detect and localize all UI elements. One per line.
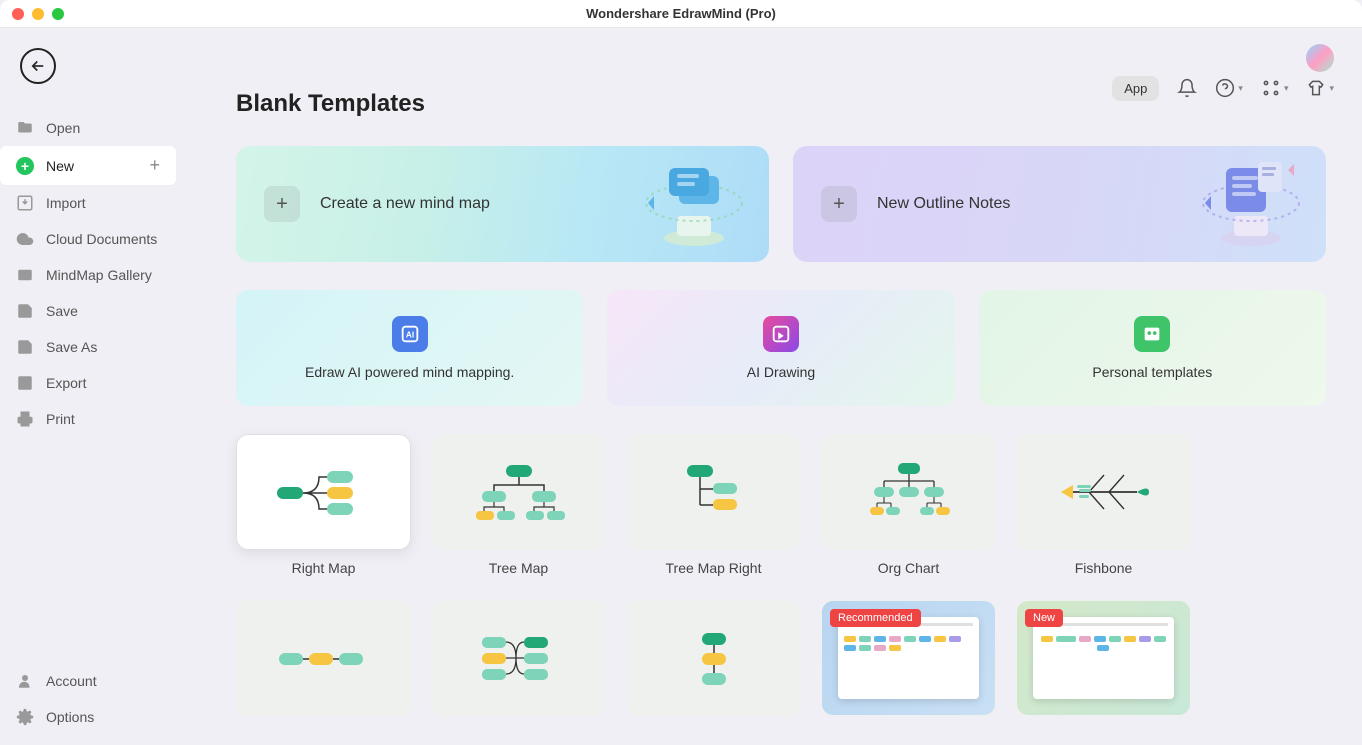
right-map-icon [269, 457, 379, 527]
sidebar-label: Account [46, 673, 97, 689]
template-tree-map[interactable]: Tree Map [431, 434, 606, 580]
sidebar-item-gallery[interactable]: MindMap Gallery [0, 257, 180, 293]
close-window-button[interactable] [12, 8, 24, 20]
templates-icon [1134, 316, 1170, 352]
sidebar-label: Save [46, 303, 78, 319]
template-label [1016, 716, 1191, 730]
plus-icon: + [264, 186, 300, 222]
org-chart-icon [854, 457, 964, 527]
sidebar-item-saveas[interactable]: Save As [0, 329, 180, 365]
template-label: Tree Map [431, 550, 606, 580]
svg-text:AI: AI [406, 331, 414, 340]
template-label [431, 716, 606, 730]
window-title: Wondershare EdrawMind (Pro) [586, 6, 776, 21]
sidebar-item-save[interactable]: Save [0, 293, 180, 329]
create-outline-card[interactable]: + New Outline Notes [793, 146, 1326, 262]
bubble-map-icon [464, 623, 574, 693]
hero-row: + Create a new mind map + New Outline No… [236, 146, 1326, 262]
template-grid: Right Map Tree Map [236, 434, 1326, 730]
template-label [626, 716, 801, 730]
template-right-map[interactable]: Right Map [236, 434, 411, 580]
export-icon [16, 374, 34, 392]
feature-label: Personal templates [1092, 364, 1212, 380]
tree-map-icon [464, 457, 574, 527]
sidebar-item-new[interactable]: + New + [0, 146, 176, 185]
main-content: Blank Templates + Create a new mind map … [200, 90, 1362, 745]
recommended-badge: Recommended [830, 609, 921, 627]
cloud-icon [16, 230, 34, 248]
fishbone-icon [1049, 457, 1159, 527]
sidebar-label: MindMap Gallery [46, 267, 152, 283]
account-icon [16, 672, 34, 690]
sidebar-item-account[interactable]: Account [0, 663, 180, 699]
sidebar-item-cloud[interactable]: Cloud Documents [0, 221, 180, 257]
template-tree-map-right[interactable]: Tree Map Right [626, 434, 801, 580]
sidebar-label: Import [46, 195, 86, 211]
sidebar-label: Cloud Documents [46, 231, 157, 247]
sidebar: Open + New + Import Cloud Documents Mind… [0, 100, 180, 745]
template-org-chart[interactable]: Org Chart [821, 434, 996, 580]
feature-label: Edraw AI powered mind mapping. [305, 364, 514, 380]
ai-icon: AI [392, 316, 428, 352]
save-as-icon [16, 338, 34, 356]
horizontal-map-icon [269, 623, 379, 693]
template-label: Fishbone [1016, 550, 1191, 580]
template-label: Right Map [236, 550, 411, 580]
template-fishbone[interactable]: Fishbone [1016, 434, 1191, 580]
template-label: Org Chart [821, 550, 996, 580]
page-title: Blank Templates [236, 90, 1326, 118]
template-label [821, 716, 996, 730]
template-label [236, 716, 411, 730]
ai-mapping-card[interactable]: AI Edraw AI powered mind mapping. [236, 290, 583, 406]
folder-icon [16, 119, 34, 137]
template-vertical-map[interactable] [626, 600, 801, 730]
vertical-map-icon [659, 623, 769, 693]
personal-templates-card[interactable]: Personal templates [979, 290, 1326, 406]
gallery-icon [16, 266, 34, 284]
maximize-window-button[interactable] [52, 8, 64, 20]
sidebar-label: Save As [46, 339, 97, 355]
hero-label: New Outline Notes [877, 195, 1010, 213]
save-icon [16, 302, 34, 320]
template-label: Tree Map Right [626, 550, 801, 580]
feature-label: AI Drawing [747, 364, 815, 380]
sidebar-item-import[interactable]: Import [0, 185, 180, 221]
import-icon [16, 194, 34, 212]
sidebar-label: Export [46, 375, 86, 391]
mindmap-illustration [639, 158, 749, 250]
hero-label: Create a new mind map [320, 195, 490, 213]
sidebar-item-print[interactable]: Print [0, 401, 180, 437]
traffic-lights [12, 8, 64, 20]
template-horizontal-map[interactable] [236, 600, 411, 730]
feature-row: AI Edraw AI powered mind mapping. AI Dra… [236, 290, 1326, 406]
tree-map-right-icon [659, 457, 769, 527]
print-icon [16, 410, 34, 428]
add-icon[interactable]: + [149, 155, 160, 176]
outline-illustration [1196, 158, 1306, 250]
sidebar-item-export[interactable]: Export [0, 365, 180, 401]
template-bubble-map[interactable] [431, 600, 606, 730]
sidebar-label: Print [46, 411, 75, 427]
back-button[interactable] [20, 48, 56, 84]
sidebar-label: Options [46, 709, 94, 725]
template-new[interactable]: New [1016, 600, 1191, 730]
new-badge: New [1025, 609, 1063, 627]
template-recommended[interactable]: Recommended [821, 600, 996, 730]
minimize-window-button[interactable] [32, 8, 44, 20]
plus-circle-icon: + [16, 157, 34, 175]
sidebar-label: Open [46, 120, 80, 136]
ai-drawing-card[interactable]: AI Drawing [607, 290, 954, 406]
plus-icon: + [821, 186, 857, 222]
sidebar-item-options[interactable]: Options [0, 699, 180, 735]
create-mindmap-card[interactable]: + Create a new mind map [236, 146, 769, 262]
sidebar-item-open[interactable]: Open [0, 110, 180, 146]
sidebar-label: New [46, 158, 74, 174]
titlebar: Wondershare EdrawMind (Pro) [0, 0, 1362, 28]
gear-icon [16, 708, 34, 726]
ai-drawing-icon [763, 316, 799, 352]
